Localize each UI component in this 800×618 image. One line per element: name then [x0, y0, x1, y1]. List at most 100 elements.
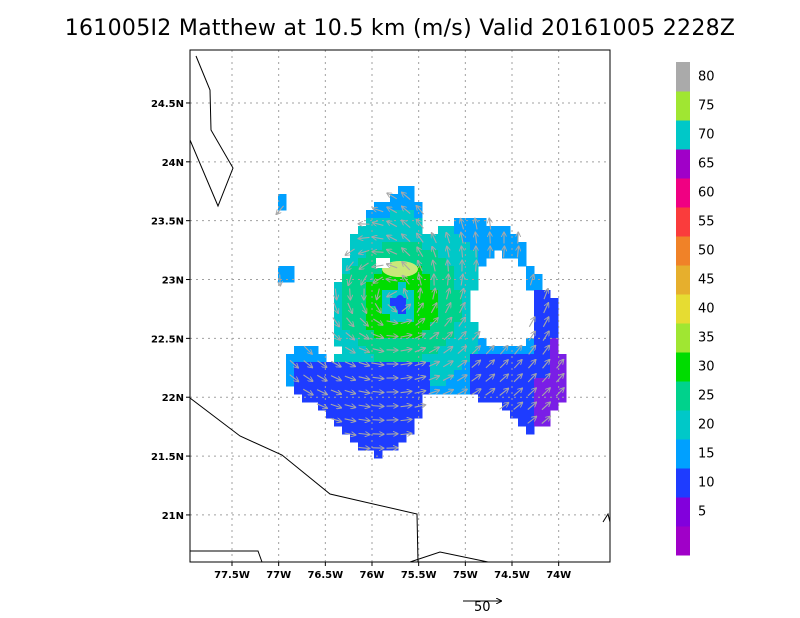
coastline-east-islet	[602, 512, 610, 523]
wind-vector	[499, 389, 509, 396]
wind-vector	[331, 331, 340, 340]
wind-vector	[358, 347, 369, 352]
wind-cell	[334, 330, 343, 339]
wind-vector	[402, 220, 411, 229]
wind-cell	[510, 250, 519, 259]
wind-cell	[422, 370, 431, 379]
wind-cell	[494, 370, 503, 379]
wind-cell	[406, 274, 415, 283]
wind-cell	[286, 354, 295, 363]
wind-cell	[422, 338, 431, 347]
wind-cell	[302, 394, 311, 403]
wind-cell	[558, 362, 567, 371]
wind-vector	[387, 250, 398, 255]
wind-cell	[382, 290, 391, 299]
wind-vector	[460, 219, 463, 230]
wind-vector	[344, 405, 356, 408]
wind-vector	[400, 349, 412, 351]
wind-cell	[470, 370, 479, 379]
wind-cell	[350, 418, 359, 427]
wind-cell	[430, 282, 439, 291]
wind-vector	[416, 303, 423, 313]
wind-cell	[422, 290, 431, 299]
wind-cell	[342, 346, 351, 355]
wind-cell	[382, 306, 391, 315]
wind-cell	[374, 338, 383, 347]
wind-cell	[366, 234, 375, 243]
wind-vector	[387, 279, 398, 281]
wind-cell	[334, 282, 343, 291]
wind-cell	[374, 298, 383, 307]
wind-cell	[406, 322, 415, 331]
wind-cell	[494, 346, 503, 355]
wind-cell	[334, 394, 343, 403]
wind-cell	[398, 394, 407, 403]
wind-cell	[382, 354, 391, 363]
wind-cell	[454, 218, 463, 227]
wind-cell	[462, 378, 471, 387]
wind-cell	[342, 258, 351, 267]
wind-cell	[510, 370, 519, 379]
wind-cell	[374, 242, 383, 251]
wind-cell	[366, 290, 375, 299]
wind-vector	[442, 375, 453, 381]
wind-cell	[366, 258, 375, 267]
wind-cell	[302, 378, 311, 387]
wind-cell	[526, 266, 535, 275]
wind-cell	[398, 362, 407, 371]
wind-cell	[454, 298, 463, 307]
wind-vector	[400, 320, 412, 323]
wind-cell	[382, 378, 391, 387]
wind-cell	[446, 338, 455, 347]
wind-cell	[550, 394, 559, 403]
wind-cell	[550, 346, 559, 355]
wind-cell	[342, 338, 351, 347]
lon-tick-label: 76W	[360, 570, 385, 581]
wind-cell	[414, 330, 423, 339]
wind-cell	[342, 306, 351, 315]
wind-cell	[358, 386, 367, 395]
wind-cell	[446, 306, 455, 315]
wind-cell	[550, 370, 559, 379]
wind-cell	[438, 370, 447, 379]
wind-cell	[510, 346, 519, 355]
wind-vector	[460, 289, 463, 300]
wind-vector	[403, 276, 410, 285]
wind-vector	[358, 362, 369, 365]
wind-cell	[430, 338, 439, 347]
wind-cell	[438, 250, 447, 259]
wind-cell	[342, 378, 351, 387]
wind-cell	[470, 250, 479, 259]
wind-cell	[526, 354, 535, 363]
wind-cell	[526, 418, 535, 427]
wind-cell	[462, 282, 471, 291]
wind-cell	[470, 258, 479, 267]
wind-cell	[422, 274, 431, 283]
wind-cell	[518, 250, 527, 259]
wind-vector	[490, 233, 491, 244]
wind-cell	[518, 418, 527, 427]
wind-cell	[390, 354, 399, 363]
wind-cell	[358, 434, 367, 443]
wind-cell	[342, 426, 351, 435]
wind-cell	[558, 394, 567, 403]
wind-vector	[303, 360, 313, 368]
wind-cell	[542, 322, 551, 331]
wind-vector	[344, 375, 355, 380]
lon-tick-label: 75.5W	[401, 570, 437, 581]
wind-cell	[414, 410, 423, 419]
wind-vector	[414, 377, 426, 380]
lon-tick-label: 76.5W	[307, 570, 343, 581]
wind-cell	[534, 402, 543, 411]
wind-cell	[470, 266, 479, 275]
wind-cell	[406, 250, 415, 259]
wind-cell	[478, 234, 487, 243]
wind-cell	[350, 290, 359, 299]
wind-vector	[373, 276, 383, 283]
wind-vector	[517, 247, 518, 258]
wind-cell	[382, 234, 391, 243]
wind-cell	[358, 378, 367, 387]
wind-cell	[414, 338, 423, 347]
lat-tick-label: 21N	[162, 511, 184, 522]
wind-vector	[430, 303, 436, 314]
